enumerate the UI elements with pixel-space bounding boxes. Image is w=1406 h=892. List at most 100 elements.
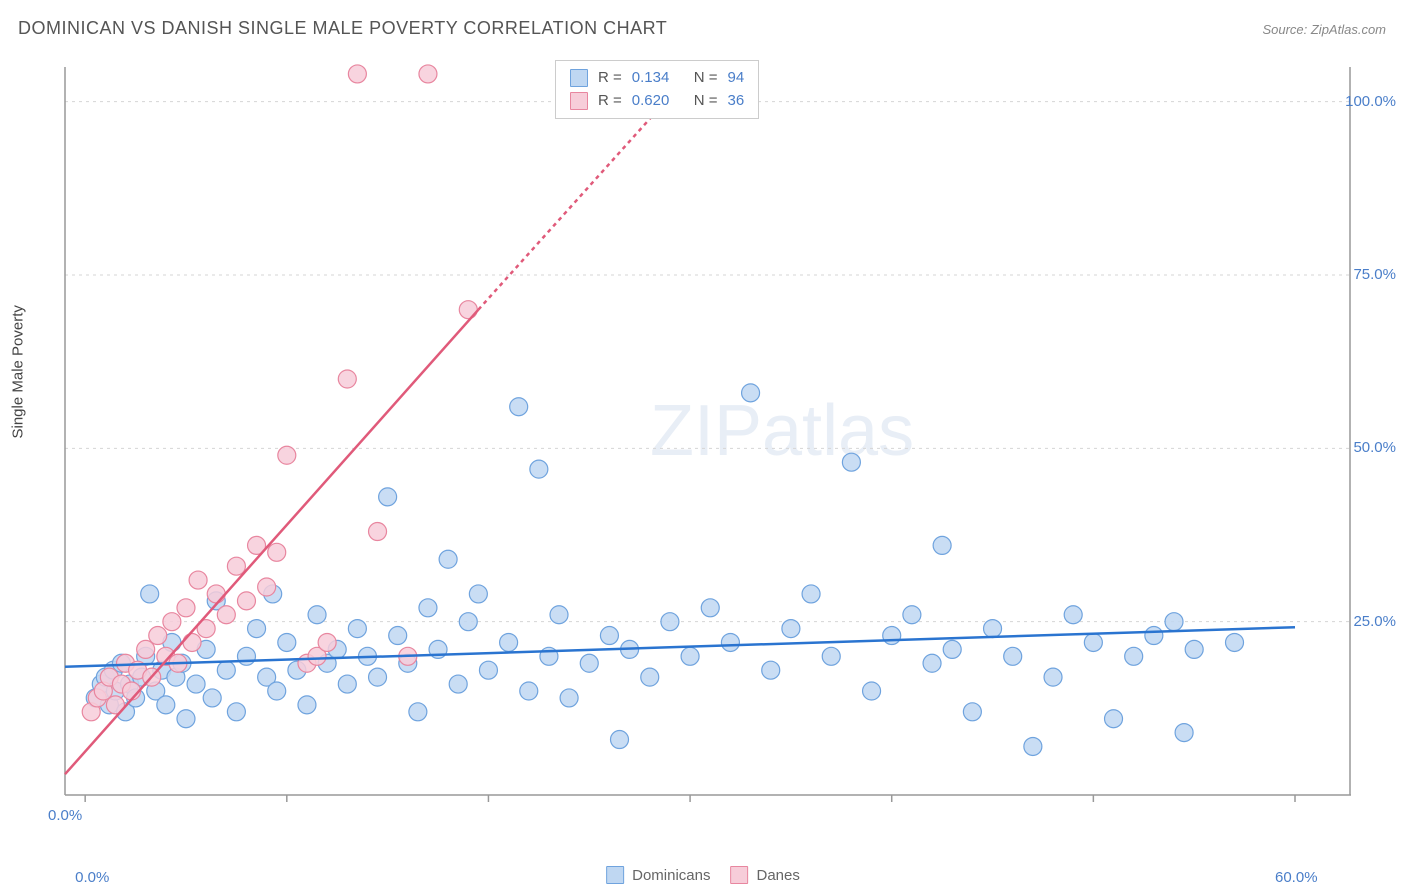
legend-swatch [606,866,624,884]
legend-label: Danes [757,867,800,884]
legend-item[interactable]: Danes [731,866,800,884]
stats-row: R =0.620N =36 [570,90,744,113]
scatter-point [963,703,981,721]
y-tick-label: 100.0% [1345,93,1396,110]
legend-item[interactable]: Dominicans [606,866,710,884]
scatter-point [187,675,205,693]
scatter-point [439,550,457,568]
scatter-point [348,620,366,638]
y-tick-label: 50.0% [1353,439,1396,456]
scatter-point [1084,633,1102,651]
scatter-point [449,675,467,693]
scatter-point [479,661,497,679]
scatter-point [227,703,245,721]
legend-label: Dominicans [632,867,710,884]
y-tick-label: 75.0% [1353,266,1396,283]
scatter-point [721,633,739,651]
scatter-point [550,606,568,624]
scatter-point [149,627,167,645]
scatter-point [409,703,427,721]
scatter-point [520,682,538,700]
scatter-point [379,488,397,506]
scatter-point [278,446,296,464]
stats-swatch [570,92,588,110]
scatter-point [802,585,820,603]
source-link[interactable]: Source: ZipAtlas.com [1262,22,1386,37]
scatter-point [419,599,437,617]
plot-svg [55,55,1351,830]
scatter-point [1024,737,1042,755]
x-tick-label: 60.0% [1275,869,1318,886]
scatter-point [1105,710,1123,728]
scatter-point [227,557,245,575]
scatter-point [189,571,207,589]
scatter-point [580,654,598,672]
scatter-point [701,599,719,617]
scatter-point [177,599,195,617]
scatter-point [369,523,387,541]
scatter-point [298,696,316,714]
legend-bottom: Dominicans Danes [606,866,800,884]
legend-swatch [731,866,749,884]
scatter-point [1145,627,1163,645]
stats-r-label: R = [598,67,622,90]
scatter-point [923,654,941,672]
scatter-point [389,627,407,645]
scatter-point [782,620,800,638]
scatter-point [510,398,528,416]
stats-legend-box: R =0.134N =94R =0.620N =36 [555,60,759,119]
scatter-point [742,384,760,402]
stats-r-label: R = [598,90,622,113]
scatter-point [1175,724,1193,742]
scatter-point [237,592,255,610]
scatter-point [641,668,659,686]
scatter-point [933,536,951,554]
scatter-point [1226,633,1244,651]
stats-n-label: N = [694,90,718,113]
scatter-point [1064,606,1082,624]
scatter-point [661,613,679,631]
scatter-point [237,647,255,665]
scatter-point [183,633,201,651]
scatter-point [459,613,477,631]
scatter-point [258,578,276,596]
scatter-point [1004,647,1022,665]
scatter-point [163,613,181,631]
scatter-point [984,620,1002,638]
scatter-point [469,585,487,603]
y-tick-label: 25.0% [1353,613,1396,630]
scatter-point [217,661,235,679]
scatter-point [530,460,548,478]
scatter-point [611,731,629,749]
scatter-point [681,647,699,665]
scatter-point [308,606,326,624]
stats-r-value: 0.134 [632,67,684,90]
stats-row: R = 0.134 N = 94 [570,67,744,90]
scatter-point [863,682,881,700]
scatter-point [338,370,356,388]
scatter-point [141,585,159,603]
scatter-point [1185,640,1203,658]
scatter-point [268,682,286,700]
scatter-point [1044,668,1062,686]
scatter-point [217,606,235,624]
stats-r-value: 0.620 [632,90,684,113]
scatter-point [318,633,336,651]
scatter-point [883,627,901,645]
scatter-point [762,661,780,679]
stats-n-value: 94 [728,67,745,90]
scatter-point [177,710,195,728]
stats-n-label: N = [694,67,718,90]
x-tick-label: 0.0% [75,869,109,886]
scatter-point [560,689,578,707]
scatter-point [419,65,437,83]
scatter-point [348,65,366,83]
scatter-point [1125,647,1143,665]
scatter-point [600,627,618,645]
scatter-point [369,668,387,686]
scatter-point [500,633,518,651]
stats-swatch [570,69,588,87]
chart-title: DOMINICAN VS DANISH SINGLE MALE POVERTY … [18,18,667,39]
y-axis-label: Single Male Poverty [10,305,27,438]
scatter-point [248,620,266,638]
